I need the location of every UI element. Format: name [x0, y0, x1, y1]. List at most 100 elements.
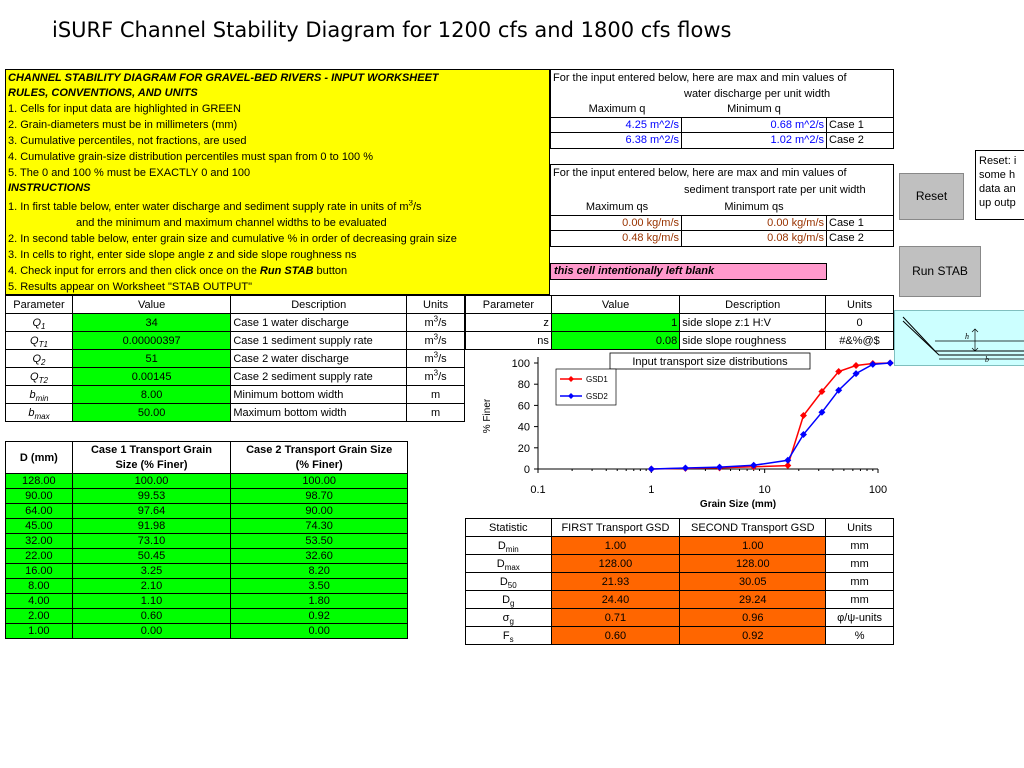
- data-point-gsd1: [852, 362, 860, 370]
- case1-finer-input[interactable]: 100.00: [71, 473, 232, 489]
- d-mm-input[interactable]: 16.00: [5, 563, 73, 579]
- param-symbol: b: [28, 406, 35, 419]
- data-point-gsd2: [750, 461, 758, 469]
- case2-finer-input[interactable]: 100.00: [230, 473, 408, 489]
- table-row: 32.00 73.10 53.50: [5, 533, 408, 549]
- y-axis-label: % Finer: [482, 398, 493, 433]
- series-line-gsd2: [651, 362, 891, 470]
- case1-finer-input[interactable]: 97.64: [71, 503, 232, 519]
- case2-finer-input[interactable]: 1.80: [230, 593, 408, 609]
- case2-finer-input[interactable]: 0.92: [230, 608, 408, 624]
- case1-finer-input[interactable]: 1.10: [71, 593, 232, 609]
- data-point-gsd1: [818, 388, 826, 396]
- d-mm-input[interactable]: 4.00: [5, 593, 73, 609]
- case2-finer-input[interactable]: 74.30: [230, 518, 408, 534]
- description-cell: Minimum bottom width: [230, 385, 408, 404]
- case2-finer-input[interactable]: 32.60: [230, 548, 408, 564]
- ns-input[interactable]: 0.08: [550, 331, 681, 350]
- d-mm-input[interactable]: 32.00: [5, 533, 73, 549]
- legend-marker-gsd2: [568, 393, 574, 399]
- d-mm-input[interactable]: 45.00: [5, 518, 73, 534]
- data-point-gsd1: [835, 368, 843, 376]
- qt2-input[interactable]: 0.00145: [71, 367, 232, 386]
- d-mm-input[interactable]: 1.00: [5, 623, 73, 639]
- case2-finer-input[interactable]: 3.50: [230, 578, 408, 594]
- channel-diagram: h b: [894, 310, 1024, 366]
- case1-finer-input[interactable]: 0.00: [71, 623, 232, 639]
- reset-button[interactable]: Reset: [899, 173, 964, 220]
- unit-text: m: [424, 334, 434, 347]
- d-mm-input[interactable]: 64.00: [5, 503, 73, 519]
- units-cell: 0: [825, 313, 894, 332]
- step-3: 3. In cells to right, enter side slope a…: [8, 249, 357, 261]
- note-line-4: up outp: [979, 197, 1016, 209]
- q1-input[interactable]: 34: [71, 313, 232, 332]
- stat-units-cell: mm: [825, 590, 894, 609]
- unit-text: m: [424, 316, 434, 329]
- units-header: Units: [406, 295, 465, 314]
- step-2: 2. In second table below, enter grain si…: [8, 233, 457, 245]
- blank-cell: this cell intentionally left blank: [550, 263, 827, 280]
- case2-finer-input[interactable]: 90.00: [230, 503, 408, 519]
- statistic-symbol: σ: [502, 611, 510, 624]
- case1-finer-input[interactable]: 2.10: [71, 578, 232, 594]
- data-point-gsd2: [799, 430, 807, 438]
- qt1-input[interactable]: 0.00000397: [71, 331, 232, 350]
- param-cell: Q2: [5, 349, 73, 368]
- statistic-sub: min: [505, 544, 519, 554]
- data-point-gsd2: [681, 464, 689, 472]
- x-tick-label: 1: [648, 484, 654, 496]
- q-max-case1: 4.25 m^2/s: [550, 117, 682, 133]
- case2-finer-input[interactable]: 53.50: [230, 533, 408, 549]
- z-input[interactable]: 1: [550, 313, 681, 332]
- case1-finer-input[interactable]: 3.25: [71, 563, 232, 579]
- case2-finer-input[interactable]: 98.70: [230, 488, 408, 504]
- statistic-cell: Dmax: [465, 554, 552, 573]
- d-mm-input[interactable]: 90.00: [5, 488, 73, 504]
- case2-finer-input[interactable]: 8.20: [230, 563, 408, 579]
- d-mm-input[interactable]: 128.00: [5, 473, 73, 489]
- units-cell: m: [406, 403, 465, 422]
- side-units-header: Units: [825, 295, 894, 314]
- x-tick-label: 100: [869, 484, 887, 496]
- note-line-1: Reset: i: [979, 155, 1017, 167]
- y-tick-label: 20: [518, 443, 530, 455]
- q-min-header: Minimum q: [727, 103, 781, 115]
- case1-finer-input[interactable]: 99.53: [71, 488, 232, 504]
- case1-finer-input[interactable]: 73.10: [71, 533, 232, 549]
- case1-finer-input[interactable]: 0.60: [71, 608, 232, 624]
- data-point-gsd1: [799, 412, 807, 420]
- d-mm-input[interactable]: 22.00: [5, 548, 73, 564]
- q2-input[interactable]: 51: [71, 349, 232, 368]
- bmax-input[interactable]: 50.00: [71, 403, 232, 422]
- param-cell: bmax: [5, 403, 73, 422]
- case1-finer-input[interactable]: 91.98: [71, 518, 232, 534]
- run-stab-button[interactable]: Run STAB: [899, 246, 981, 297]
- bmin-input[interactable]: 8.00: [71, 385, 232, 404]
- stat-units-header: Units: [825, 518, 894, 537]
- second-gsd-value: 29.24: [679, 590, 827, 609]
- param-symbol: Q: [32, 352, 42, 365]
- table-row: 64.00 97.64 90.00: [5, 503, 408, 519]
- data-point-gsd2: [647, 465, 655, 473]
- case1-finer-input[interactable]: 50.45: [71, 548, 232, 564]
- stat-units-cell: φ/ψ-units: [825, 608, 894, 627]
- data-point-gsd2: [852, 370, 860, 378]
- units-cell: m3/s: [406, 349, 465, 368]
- d-mm-input[interactable]: 8.00: [5, 578, 73, 594]
- case2-finer-input[interactable]: 0.00: [230, 623, 408, 639]
- d-mm-input[interactable]: 2.00: [5, 608, 73, 624]
- qs-min-case2: 0.08 kg/m/s: [681, 230, 827, 247]
- second-gsd-header: SECOND Transport GSD: [679, 518, 827, 537]
- rule-2: 2. Grain-diameters must be in millimeter…: [8, 119, 238, 131]
- second-gsd-value: 30.05: [679, 572, 827, 591]
- param-sub: max: [34, 411, 50, 421]
- data-point-gsd2: [835, 386, 843, 394]
- units-cell: #&%@$: [825, 331, 894, 350]
- instructions-steps-heading: INSTRUCTIONS: [8, 182, 91, 194]
- q-range-line1: For the input entered below, here are ma…: [553, 72, 847, 84]
- page-title: iSURF Channel Stability Diagram for 1200…: [52, 18, 732, 42]
- table-row: 1.00 0.00 0.00: [5, 623, 408, 639]
- statistic-symbol: D: [499, 575, 508, 588]
- y-tick-label: 0: [524, 464, 530, 476]
